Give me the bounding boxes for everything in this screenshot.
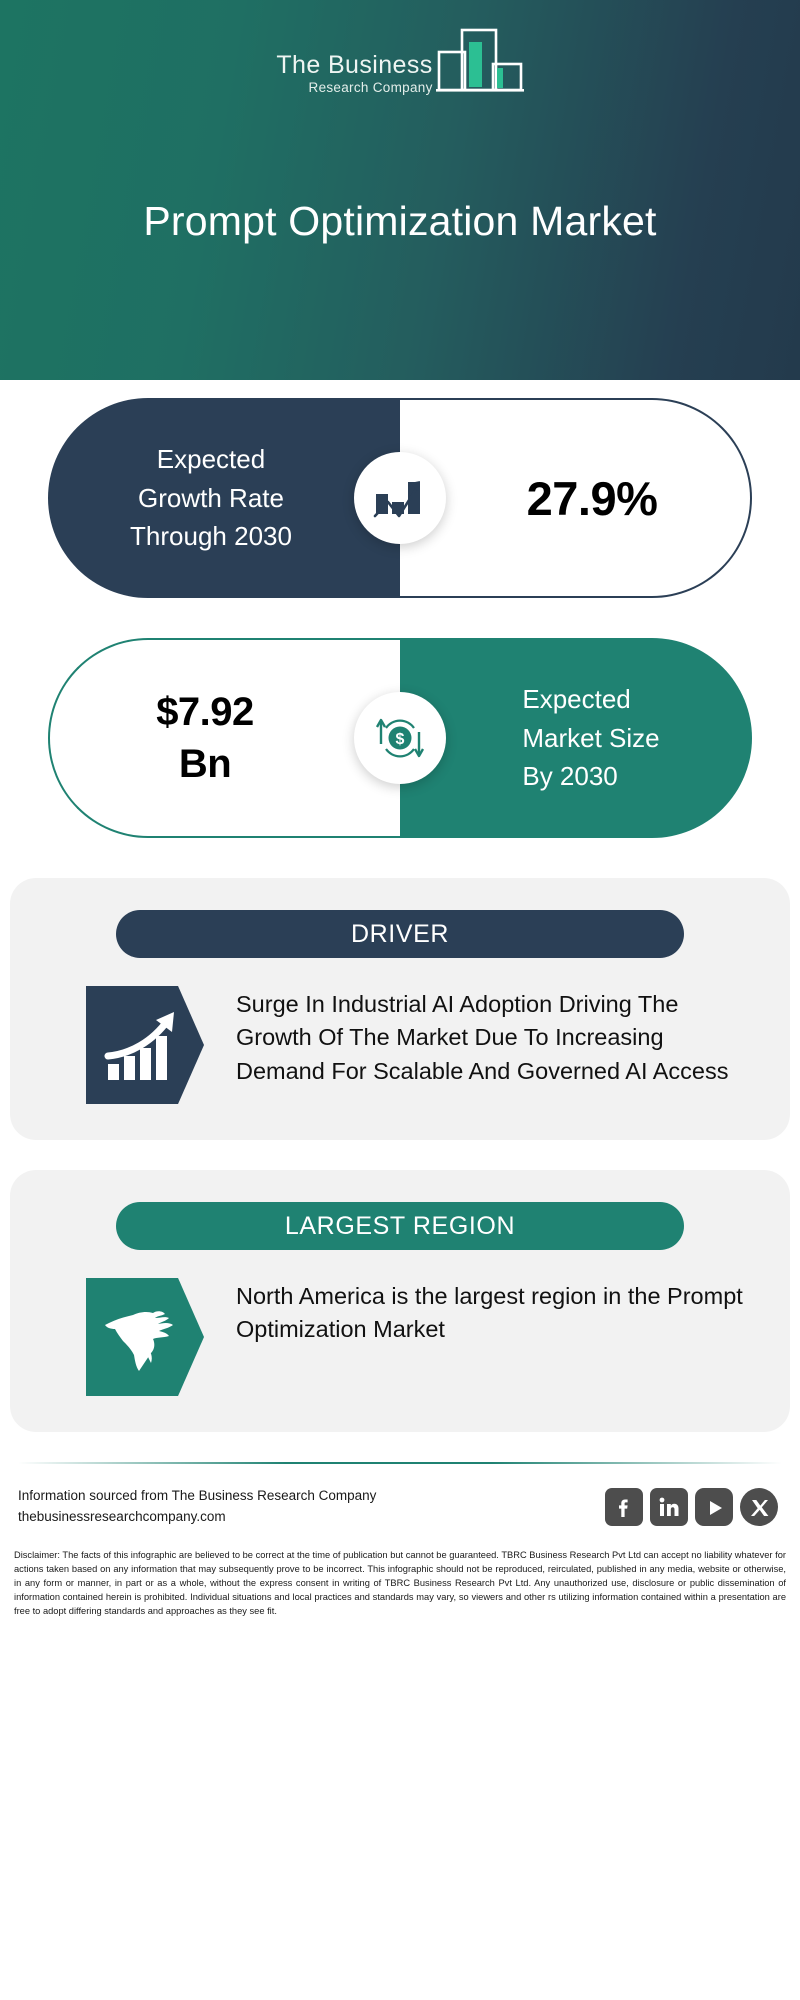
logo-title: The Business [276, 50, 433, 79]
logo-subtitle: Research Company [308, 79, 433, 95]
largest-region-heading: LARGEST REGION [116, 1202, 684, 1250]
youtube-icon[interactable] [695, 1487, 733, 1526]
header-banner: The Business Research Company Prompt Opt… [0, 0, 800, 380]
stat-card-market-size: $7.92 Bn Expected Market Size By 2030 $ [48, 638, 752, 838]
stat-label-line: By 2030 [522, 761, 618, 792]
dollar-circulation-icon: $ [354, 692, 446, 784]
growth-bar-chart-arrow-icon [354, 452, 446, 544]
driver-text: Surge In Industrial AI Adoption Driving … [236, 991, 729, 1084]
svg-text:$: $ [396, 731, 405, 748]
north-america-map-icon [86, 1278, 204, 1396]
stat-label-line: Through 2030 [130, 521, 292, 552]
driver-panel: DRIVER Surge In Industrial AI Adoption D… [10, 878, 790, 1140]
stat-label-line: Growth Rate [138, 482, 284, 513]
company-logo: The Business Research Company [0, 22, 800, 100]
stat-label-panel: Expected Growth Rate Through 2030 [48, 398, 400, 598]
stat-label-line: Market Size [522, 722, 660, 753]
source-info: Information sourced from The Business Re… [18, 1486, 376, 1528]
linkedin-icon[interactable] [650, 1487, 688, 1526]
stat-value-line: $7.92 [156, 690, 254, 734]
stat-value-panel: $7.92 Bn [48, 638, 400, 838]
stat-value-line: Bn [178, 742, 232, 786]
stat-value-panel: 27.9% [400, 398, 752, 598]
stat-label-line: Expected [156, 444, 266, 475]
facebook-icon[interactable] [605, 1487, 643, 1526]
disclaimer-text: Disclaimer: The facts of this infographi… [14, 1549, 786, 1617]
footer-divider [18, 1462, 782, 1464]
footer: Information sourced from The Business Re… [0, 1432, 800, 1618]
stat-value: 27.9% [526, 471, 658, 525]
stat-label-line: Expected [522, 684, 631, 715]
growth-chart-icon [86, 986, 204, 1104]
stat-label: Expected Market Size By 2030 [492, 680, 659, 795]
driver-heading: DRIVER [116, 910, 684, 958]
page-title: Prompt Optimization Market [143, 198, 657, 244]
stats-section: Expected Growth Rate Through 2030 27.9% [0, 380, 800, 838]
stat-value: $7.92 Bn [156, 686, 294, 790]
largest-region-panel: LARGEST REGION North America is the larg… [10, 1170, 790, 1432]
largest-region-text: North America is the largest region in t… [236, 1283, 743, 1343]
stat-label-panel: Expected Market Size By 2030 [400, 638, 752, 838]
x-twitter-icon[interactable] [740, 1487, 778, 1526]
social-links [605, 1487, 778, 1526]
stat-card-growth-rate: Expected Growth Rate Through 2030 27.9% [48, 398, 752, 598]
source-line-1: Information sourced from The Business Re… [18, 1488, 377, 1503]
stat-label: Expected Growth Rate Through 2030 [130, 440, 318, 555]
source-line-2[interactable]: thebusinessresearchcompany.com [18, 1508, 226, 1524]
bar-chart-logo-mark-icon [435, 22, 524, 99]
